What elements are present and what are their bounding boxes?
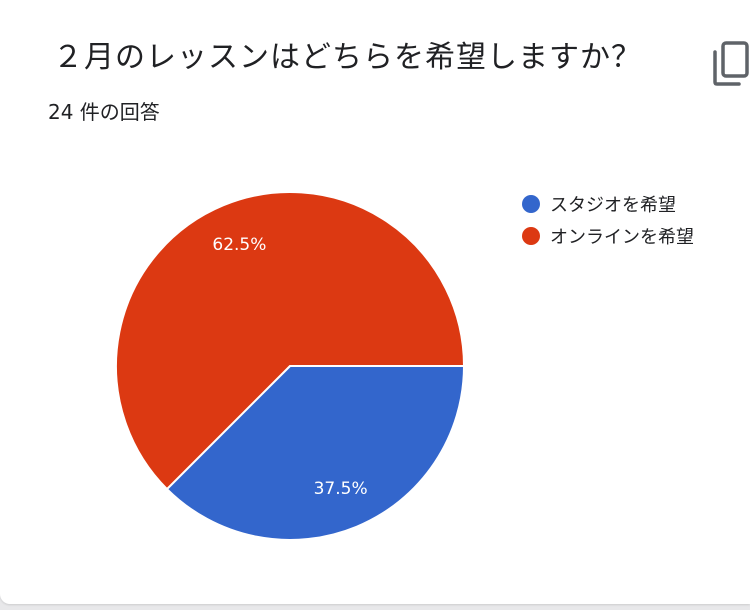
legend-item-online[interactable]: オンラインを希望 — [522, 220, 694, 252]
pie-slice-studio[interactable] — [165, 365, 466, 541]
question-title: ２月のレッスンはどちらを希望しますか？ — [53, 40, 642, 75]
pie-label-studio: 37.5% — [314, 479, 368, 499]
response-count: 24 件の回答 — [48, 100, 160, 124]
pie-label-online: 62.5% — [212, 235, 266, 255]
legend-label-online: オンラインを希望 — [550, 227, 694, 248]
legend-swatch-online — [522, 227, 540, 245]
legend-swatch-studio — [522, 195, 540, 213]
chart-legend: スタジオを希望 オンラインを希望 — [522, 188, 694, 252]
copy-icon[interactable] — [710, 40, 750, 86]
pie-slice-online[interactable] — [115, 191, 466, 491]
legend-label-studio: スタジオを希望 — [550, 195, 676, 216]
legend-item-studio[interactable]: スタジオを希望 — [522, 188, 694, 220]
